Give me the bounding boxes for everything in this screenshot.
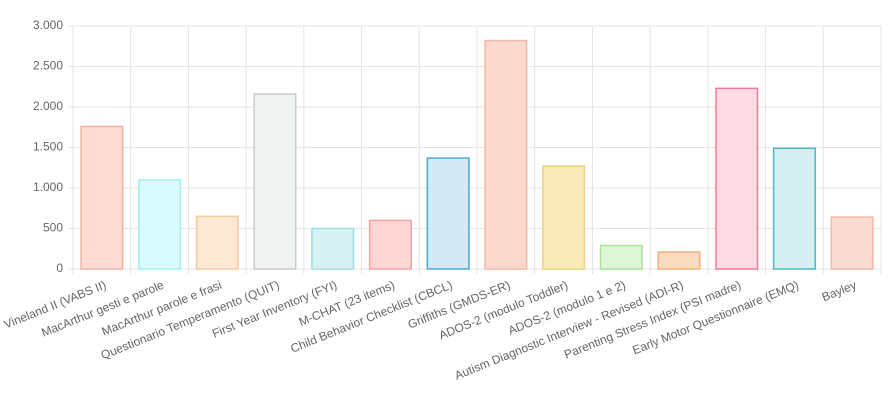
bar <box>311 227 355 270</box>
y-tick-label: 3.000 <box>33 18 63 32</box>
y-tick-label: 500 <box>43 221 63 235</box>
bar <box>195 215 239 270</box>
bar <box>368 219 412 270</box>
y-tick-label: 1.500 <box>33 140 63 154</box>
bar <box>484 39 528 270</box>
bar <box>138 179 182 270</box>
y-tick-label: 2.000 <box>33 99 63 113</box>
bar <box>253 93 297 270</box>
y-tick-label: 0 <box>56 261 63 275</box>
y-tick-label: 1.000 <box>33 180 63 194</box>
bar <box>657 251 701 270</box>
bar <box>426 157 470 270</box>
bar <box>772 147 816 270</box>
bar <box>599 244 643 270</box>
bar <box>830 216 874 270</box>
bar <box>715 87 759 270</box>
bar <box>542 165 586 270</box>
y-tick-label: 2.500 <box>33 59 63 73</box>
x-tick-label: Bayley <box>820 278 859 304</box>
bar <box>80 125 124 270</box>
